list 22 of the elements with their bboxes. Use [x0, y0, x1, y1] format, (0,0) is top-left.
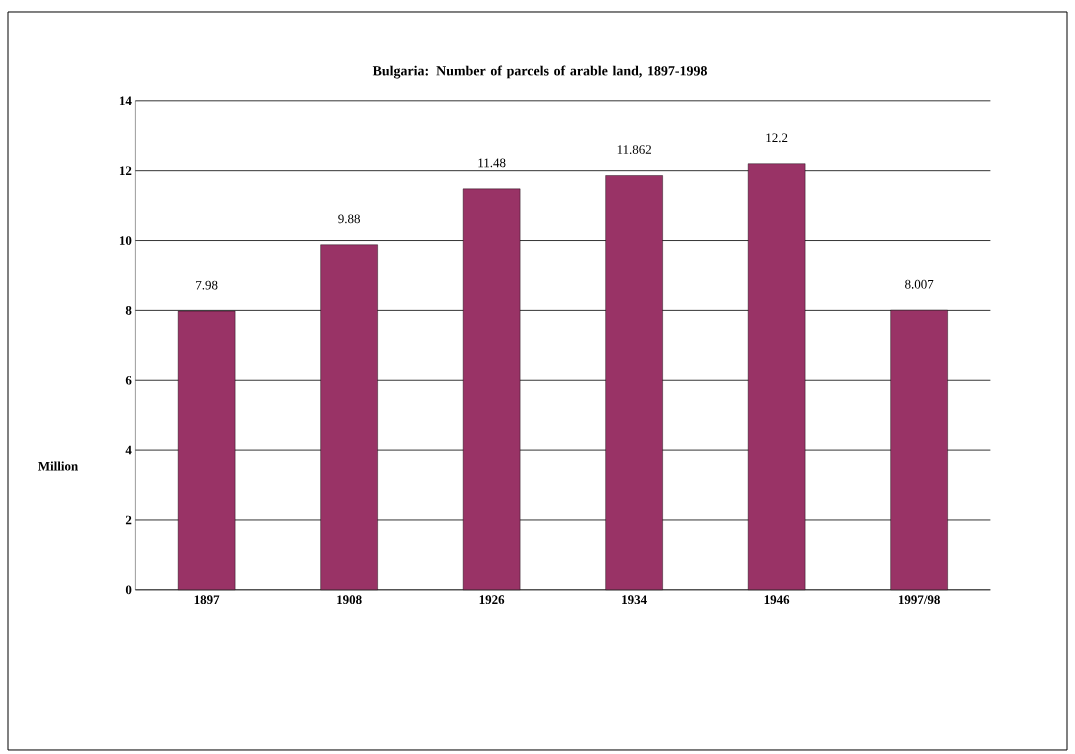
x-tick-label: 1946 [764, 595, 790, 605]
y-tick-label: 10 [119, 236, 132, 245]
x-tick-label: 1908 [337, 595, 362, 605]
y-tick-label: 0 [125, 585, 132, 595]
x-tick-label: 1897 [194, 595, 220, 605]
y-tick-label: 2 [125, 515, 132, 525]
data-label: 9.88 [338, 214, 360, 224]
y-tick-label: 12 [119, 166, 132, 175]
x-tick-label: 1997/98 [898, 595, 940, 605]
y-tick-label: 8 [125, 306, 132, 315]
x-tick-label: 1926 [479, 595, 505, 605]
data-label: 8.007 [905, 279, 934, 289]
data-label: 12.2 [766, 133, 788, 143]
y-tick-label: 14 [119, 96, 132, 106]
x-tick-label: 1934 [622, 595, 647, 605]
chart-title: Bulgaria: Number of parcels of arable land, 1897-1998 [372, 65, 707, 79]
y-tick-label: 4 [125, 445, 132, 455]
data-label: 11.862 [617, 145, 651, 154]
y-tick-label: 6 [125, 375, 132, 385]
y-axis-title: Million [38, 461, 78, 471]
data-label: 11.48 [478, 158, 506, 168]
data-label: 7.98 [196, 280, 218, 290]
